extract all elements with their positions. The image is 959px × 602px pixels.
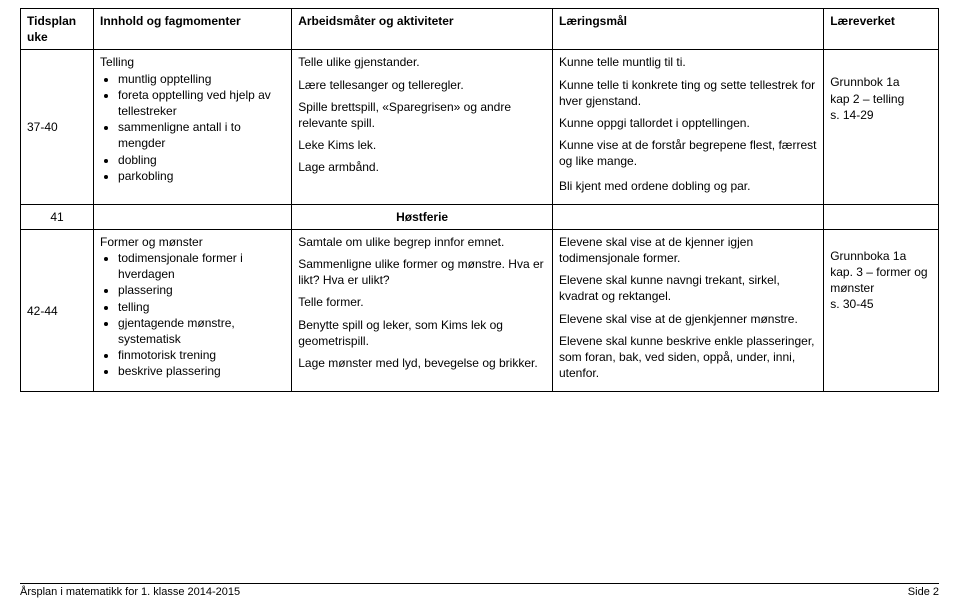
topic-cell: Telling muntlig opptelling foreta opptel… [94,50,292,204]
list-item: muntlig opptelling [118,71,285,87]
table-row-holiday: 41 Høstferie [21,204,939,229]
textbook-line: kap 2 – telling [830,91,932,107]
activity-cell: Samtale om ulike begrep innfor emnet. Sa… [292,229,553,392]
textbook-line: Grunnboka 1a [830,248,932,264]
textbook-cell: Grunnboka 1a kap. 3 – former og mønster … [824,229,939,392]
page-footer: Årsplan i matematikk for 1. klasse 2014-… [20,583,939,598]
goal-cell: Elevene skal vise at de kjenner igjen to… [553,229,824,392]
goal: Kunne oppgi tallordet i opptellingen. [559,115,817,131]
week-value: 37-40 [27,120,58,134]
col-header: Læreverket [824,9,939,50]
empty-cell [94,204,292,229]
footer-right: Side 2 [908,586,939,598]
footer-left: Årsplan i matematikk for 1. klasse 2014-… [20,586,240,598]
list-item: parkobling [118,168,285,184]
empty-cell [553,204,824,229]
col-header: Tidsplan uke [21,9,94,50]
list-item: gjentagende mønstre, systematisk [118,315,285,347]
textbook-line: Grunnbok 1a [830,74,932,90]
week-value: 41 [50,210,63,224]
table-row: 42-44 Former og mønster todimensjonale f… [21,229,939,392]
goal: Kunne telle ti konkrete ting og sette te… [559,77,817,109]
col-header: Arbeidsmåter og aktiviteter [292,9,553,50]
goal: Bli kjent med ordene dobling og par. [559,178,817,194]
goal: Elevene skal kunne beskrive enkle plasse… [559,333,817,382]
activity: Lære tellesanger og telleregler. [298,77,546,93]
table-header-row: Tidsplan uke Innhold og fagmomenter Arbe… [21,9,939,50]
col-header: Læringsmål [553,9,824,50]
topic-cell: Former og mønster todimensjonale former … [94,229,292,392]
topic-list: todimensjonale former i hverdagen plasse… [100,250,285,380]
textbook-line: s. 30-45 [830,296,932,312]
list-item: dobling [118,152,285,168]
list-item: sammenligne antall i to mengder [118,119,285,151]
list-item: todimensjonale former i hverdagen [118,250,285,282]
activity: Lage mønster med lyd, bevegelse og brikk… [298,355,546,371]
list-item: telling [118,299,285,315]
textbook-line: kap. 3 – former og mønster [830,264,932,296]
list-item: foreta opptelling ved hjelp av tellestre… [118,87,285,119]
empty-cell [824,204,939,229]
week-cell: 37-40 [21,50,94,204]
week-cell: 41 [21,204,94,229]
goal: Kunne telle muntlig til ti. [559,54,817,70]
activity: Lage armbånd. [298,159,546,175]
topic-list: muntlig opptelling foreta opptelling ved… [100,71,285,184]
activity: Leke Kims lek. [298,137,546,153]
topic-title: Telling [100,55,134,69]
goal: Elevene skal vise at de gjenkjenner møns… [559,311,817,327]
week-cell: 42-44 [21,229,94,392]
goal-cell: Kunne telle muntlig til ti. Kunne telle … [553,50,824,204]
table-row: 37-40 Telling muntlig opptelling foreta … [21,50,939,204]
activity: Telle ulike gjenstander. [298,54,546,70]
activity: Samtale om ulike begrep innfor emnet. [298,234,546,250]
textbook-cell: Grunnbok 1a kap 2 – telling s. 14-29 [824,50,939,204]
activity: Telle former. [298,294,546,310]
curriculum-table: Tidsplan uke Innhold og fagmomenter Arbe… [20,8,939,392]
col-header: Innhold og fagmomenter [94,9,292,50]
textbook-line: s. 14-29 [830,107,932,123]
list-item: beskrive plassering [118,363,285,379]
goal: Kunne vise at de forstår begrepene flest… [559,137,817,169]
activity: Spille brettspill, «Sparegrisen» og andr… [298,99,546,131]
activity: Benytte spill og leker, som Kims lek og … [298,317,546,349]
list-item: plassering [118,282,285,298]
activity-cell: Telle ulike gjenstander. Lære tellesange… [292,50,553,204]
goal: Elevene skal kunne navngi trekant, sirke… [559,272,817,304]
week-value: 42-44 [27,304,58,318]
topic-title: Former og mønster [100,235,203,249]
holiday-cell: Høstferie [292,204,553,229]
list-item: finmotorisk trening [118,347,285,363]
activity: Sammenligne ulike former og mønstre. Hva… [298,256,546,288]
goal: Elevene skal vise at de kjenner igjen to… [559,234,817,266]
